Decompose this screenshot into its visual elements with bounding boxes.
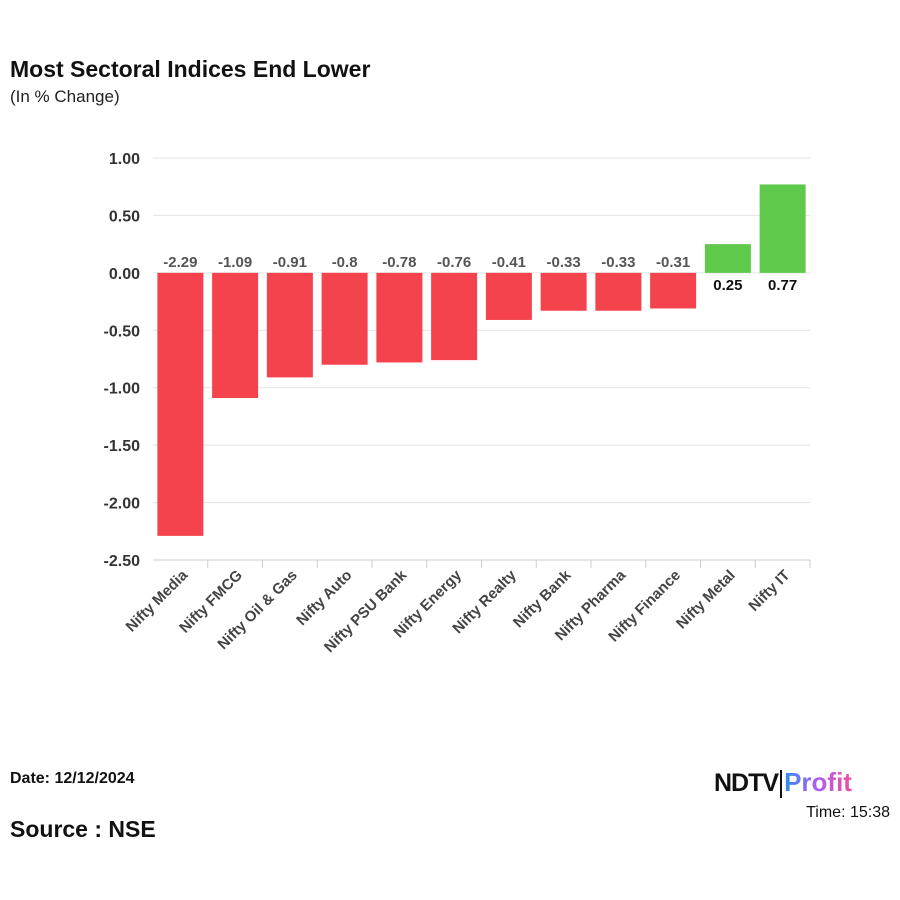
data-label: -0.33 [547,254,581,271]
bar [212,272,259,399]
y-tick-label: -1.00 [104,381,141,398]
bar-chart: 1.00 0.50 0.00 -0.50 -1.00 -1.50 -2.00 -2.50 -2.… [104,151,811,656]
data-label: -0.41 [492,254,526,271]
data-label: 0.25 [713,277,742,294]
bar [266,272,313,378]
x-tick-label: Nifty Metal [673,567,739,633]
y-tick-label: -2.00 [104,496,141,513]
bar [540,272,587,311]
y-tick-label: -1.50 [104,438,141,455]
data-label: -0.33 [601,254,635,271]
data-label: -0.78 [382,254,416,271]
bar [759,184,806,273]
data-label: -0.76 [437,254,471,271]
data-label: -0.31 [656,254,690,271]
source-label: Source : NSE [10,816,156,842]
data-label: -2.29 [163,254,197,271]
y-tick-label: 0.00 [109,266,140,283]
y-tick-label: -0.50 [104,323,141,340]
data-label: -0.8 [332,254,358,271]
date-label: Date: 12/12/2024 [10,770,135,787]
bar [704,244,751,273]
bar [650,272,697,309]
data-label: -1.09 [218,254,252,271]
y-tick-label: -2.50 [104,553,141,570]
chart-subtitle: (In % Change) [10,87,120,106]
y-tick-label: 0.50 [109,208,140,225]
bar [431,272,478,361]
x-tick-label: Nifty IT [745,567,793,615]
chart-title: Most Sectoral Indices End Lower [10,56,371,82]
time-label: Time: 15:38 [806,804,890,821]
data-label: -0.91 [273,254,307,271]
bar [157,272,204,536]
data-label: 0.77 [768,277,797,294]
bar [321,272,368,365]
bar [595,272,642,311]
ndtv-profit-logo: NDTV Profit [714,767,852,799]
y-tick-label: 1.00 [109,151,140,168]
bar [485,272,532,320]
bar [376,272,423,363]
